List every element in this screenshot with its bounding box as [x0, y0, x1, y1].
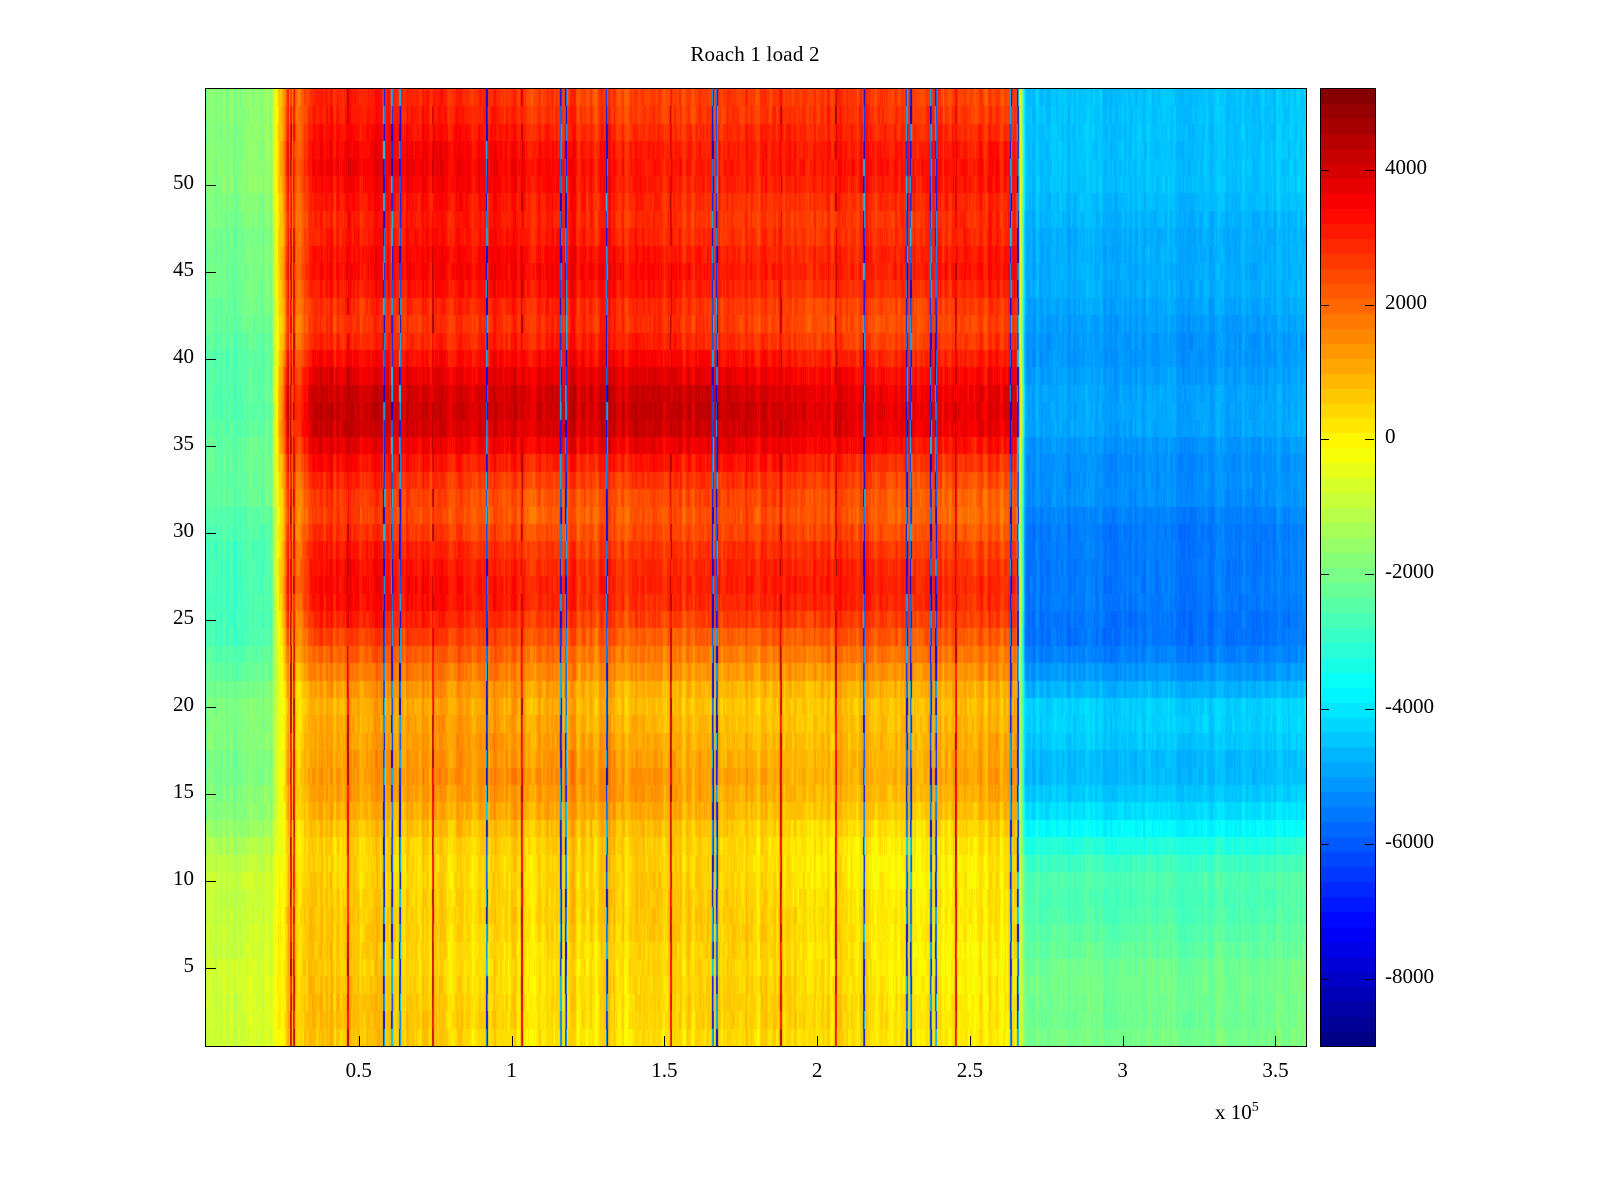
y-tick-mark: [206, 619, 216, 621]
y-tick-mark: [206, 706, 216, 708]
colorbar-tick-mark: [1320, 843, 1329, 845]
y-tick-label: 35: [173, 430, 194, 455]
y-tick-mark: [206, 445, 216, 447]
colorbar-tick-mark: [1320, 439, 1329, 441]
y-tick-mark: [206, 793, 216, 795]
x-tick-label: 2.5: [956, 1058, 983, 1082]
colorbar-tick-mark: [1320, 574, 1329, 576]
colorbar-tick-mark: [1320, 169, 1329, 171]
x-tick-mark: [817, 1036, 819, 1046]
x-axis-multiplier-exponent: 5: [1251, 1100, 1259, 1115]
colorbar-tick-mark: [1320, 978, 1329, 980]
colorbar-tick-label: 4000: [1385, 154, 1427, 179]
colorbar-tick-mark: [1365, 169, 1374, 171]
colorbar-tick-label: -4000: [1385, 694, 1434, 719]
colorbar-tick-label: -8000: [1385, 963, 1434, 988]
colorbar-tick-mark: [1365, 574, 1374, 576]
x-tick-label: 3: [1117, 1058, 1128, 1082]
colorbar-tick-mark: [1320, 304, 1329, 306]
x-tick-mark: [1122, 1036, 1124, 1046]
y-tick-label: 15: [173, 778, 194, 803]
y-tick-label: 45: [173, 256, 194, 281]
colorbar-tick-mark: [1365, 439, 1374, 441]
y-tick-mark: [206, 880, 216, 882]
y-tick-label: 5: [183, 952, 195, 977]
y-tick-label: 10: [173, 865, 194, 890]
x-axis-multiplier-base: x 10: [1215, 1100, 1252, 1124]
y-tick-label: 20: [173, 691, 194, 716]
y-tick-label: 30: [173, 517, 194, 542]
y-tick-label: 25: [173, 604, 194, 629]
colorbar-tick-mark: [1320, 709, 1329, 711]
colorbar-tick-mark: [1365, 978, 1374, 980]
y-tick-mark: [206, 532, 216, 534]
x-tick-mark: [1275, 1036, 1277, 1046]
colorbar-tick-label: 0: [1385, 424, 1396, 449]
colorbar-tick-mark: [1365, 843, 1374, 845]
y-tick-mark: [206, 967, 216, 969]
colorbar-tick-label: -2000: [1385, 559, 1434, 584]
heatmap-axes: [205, 88, 1307, 1047]
colorbar-gradient: [1321, 89, 1375, 1046]
x-tick-label: 1: [506, 1058, 517, 1082]
x-tick-mark: [358, 1036, 360, 1046]
page-title: Roach 1 load 2: [0, 42, 1600, 67]
colorbar-tick-mark: [1365, 304, 1374, 306]
colorbar-tick-label: 2000: [1385, 289, 1427, 314]
x-tick-label: 1.5: [651, 1058, 678, 1082]
y-tick-mark: [206, 271, 216, 273]
colorbar-tick-label: -6000: [1385, 828, 1434, 853]
x-tick-mark: [664, 1036, 666, 1046]
y-tick-mark: [206, 184, 216, 186]
x-tick-label: 0.5: [345, 1058, 372, 1082]
heatmap-image: [206, 89, 1306, 1046]
y-tick-mark: [206, 358, 216, 360]
colorbar-tick-mark: [1365, 709, 1374, 711]
title-text: Roach 1 load 2: [690, 42, 820, 66]
x-axis-multiplier: x 105: [1215, 1100, 1259, 1125]
y-tick-label: 40: [173, 343, 194, 368]
x-tick-mark: [511, 1036, 513, 1046]
x-tick-label: 2: [811, 1058, 823, 1082]
x-tick-label: 3.5: [1262, 1058, 1289, 1082]
y-tick-label: 50: [173, 169, 194, 194]
x-tick-mark: [969, 1036, 971, 1046]
colorbar: [1320, 88, 1376, 1047]
